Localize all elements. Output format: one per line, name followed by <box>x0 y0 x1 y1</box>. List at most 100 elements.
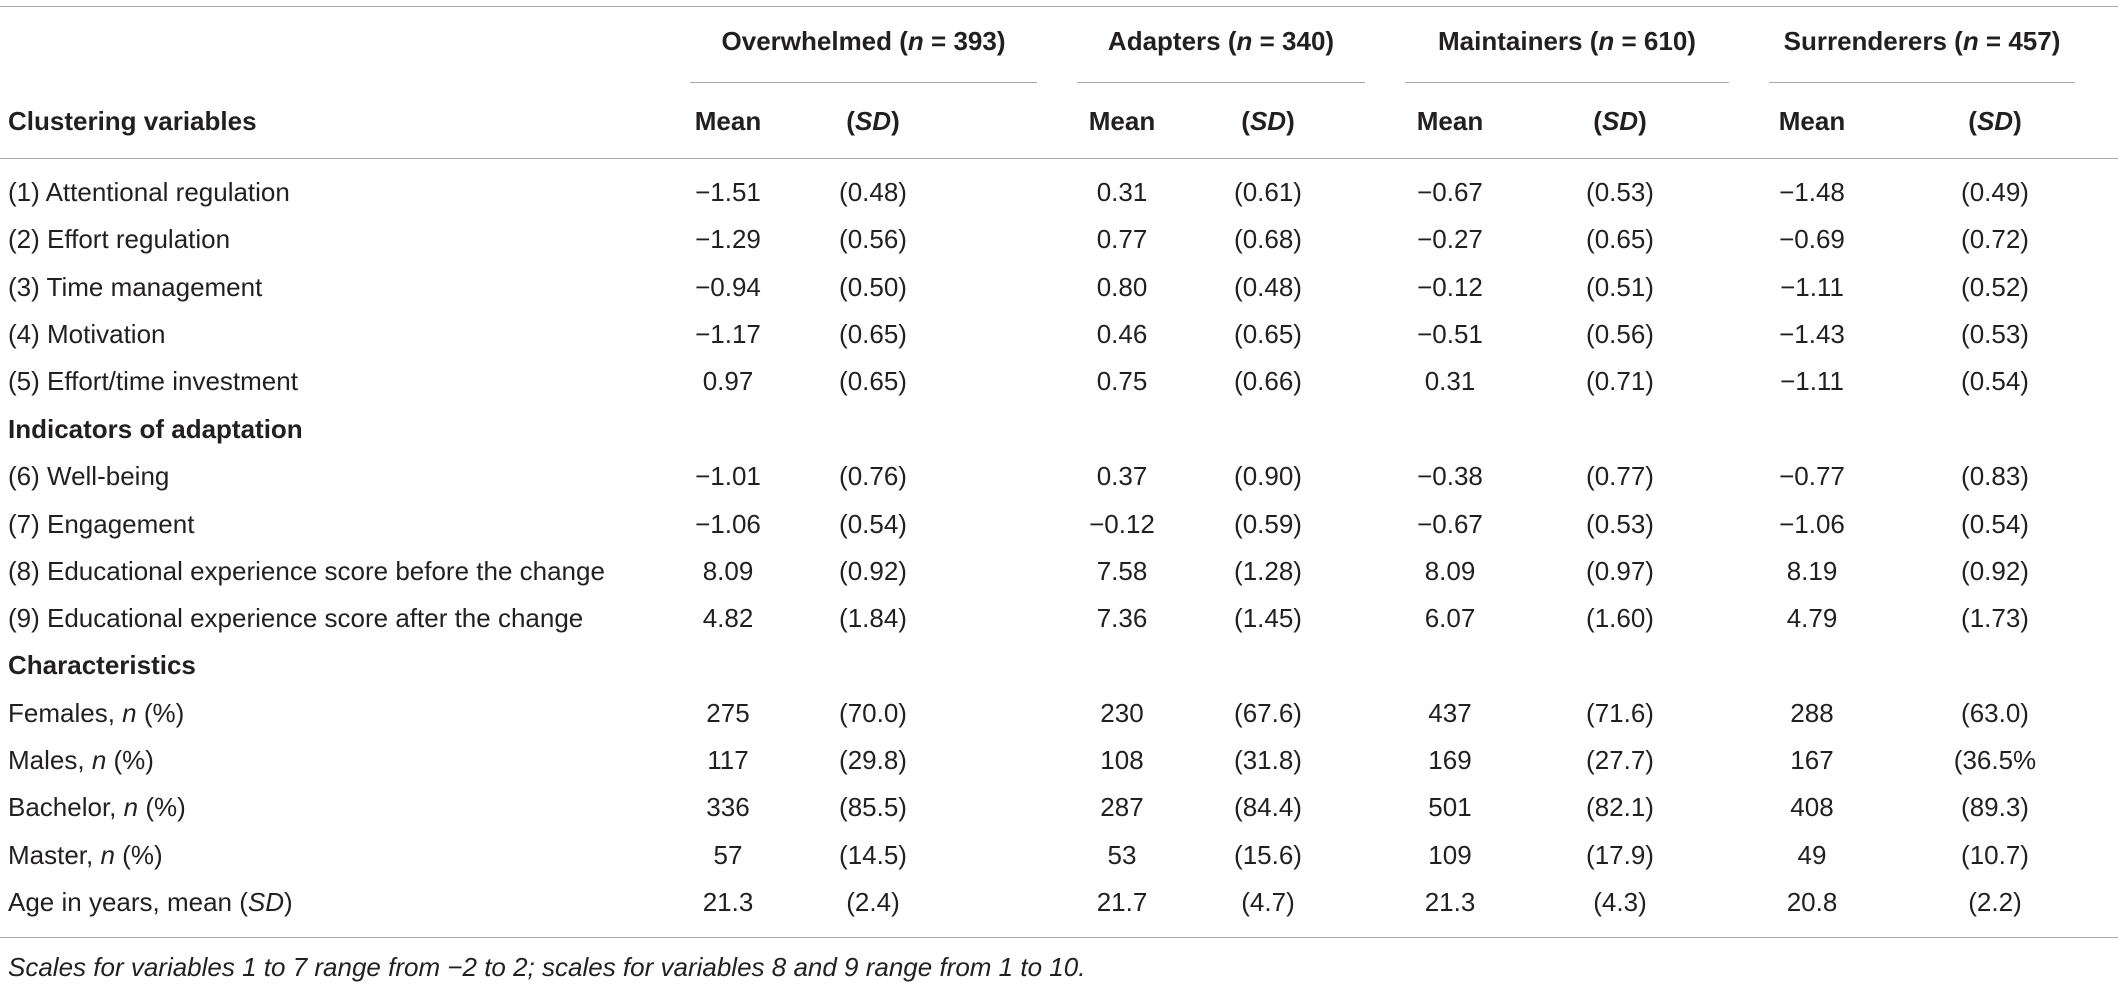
mean-cell: −1.29 <box>695 224 761 254</box>
sd-cell: (4.3) <box>1593 887 1647 917</box>
sd-cell: (0.50) <box>839 272 907 302</box>
sd-cell: (0.65) <box>1234 319 1302 349</box>
mean-cell: 437 <box>1428 698 1472 728</box>
mean-cell: 0.97 <box>702 366 754 396</box>
sd-cell: (31.8) <box>1234 745 1302 775</box>
sd-cell: (0.66) <box>1234 366 1302 396</box>
mean-header: Mean <box>694 106 762 136</box>
row-label: (2) Effort regulation <box>8 224 231 254</box>
sd-cell: (1.84) <box>839 603 907 633</box>
sd-cell: (0.97) <box>1586 556 1654 586</box>
mean-header: Mean <box>1778 106 1846 136</box>
mean-cell: 0.80 <box>1096 272 1148 302</box>
mean-cell: 336 <box>706 792 750 822</box>
group-n: (n = 393) <box>899 26 1006 56</box>
mean-cell: −0.38 <box>1417 461 1483 491</box>
mean-cell: 408 <box>1790 792 1834 822</box>
group-header: Surrenderers (n = 457) <box>1769 26 2075 56</box>
sd-cell: (0.61) <box>1234 177 1302 207</box>
row-label: (6) Well-being <box>8 461 170 491</box>
sd-cell: (0.83) <box>1961 461 2029 491</box>
mean-cell: 8.19 <box>1786 556 1838 586</box>
sd-cell: (0.53) <box>1586 177 1654 207</box>
sd-cell: (17.9) <box>1586 840 1654 870</box>
sd-cell: (0.51) <box>1586 272 1654 302</box>
section-indicators: Indicators of adaptation <box>8 414 303 444</box>
table-footnote: Scales for variables 1 to 7 range from −… <box>8 952 1086 982</box>
sd-cell: (0.76) <box>839 461 907 491</box>
mean-cell: 108 <box>1100 745 1144 775</box>
mean-cell: 8.09 <box>1424 556 1476 586</box>
sd-cell: (71.6) <box>1586 698 1654 728</box>
sd-header: (SD) <box>1241 106 1295 136</box>
mean-cell: 287 <box>1100 792 1144 822</box>
row-label: (7) Engagement <box>8 509 195 539</box>
mean-cell: −1.51 <box>695 177 761 207</box>
group-header: Overwhelmed (n = 393) <box>690 26 1037 56</box>
sd-cell: (0.49) <box>1961 177 2029 207</box>
sd-cell: (2.2) <box>1968 887 2022 917</box>
mean-cell: 7.58 <box>1096 556 1148 586</box>
group-n: (n = 340) <box>1227 26 1335 56</box>
sd-cell: (1.28) <box>1234 556 1302 586</box>
row-label: Females, n (%) <box>8 698 185 728</box>
sd-cell: (27.7) <box>1586 745 1654 775</box>
sd-cell: (0.72) <box>1961 224 2029 254</box>
sd-cell: (89.3) <box>1961 792 2029 822</box>
mean-cell: −0.51 <box>1417 319 1483 349</box>
mean-cell: 0.31 <box>1424 366 1476 396</box>
sd-cell: (0.68) <box>1234 224 1302 254</box>
group-header: Maintainers (n = 610) <box>1405 26 1729 56</box>
row-label: (1) Attentional regulation <box>8 177 290 207</box>
group-underline <box>690 82 1037 83</box>
sd-cell: (70.0) <box>839 698 907 728</box>
sd-cell: (29.8) <box>839 745 907 775</box>
mean-cell: 53 <box>1107 840 1137 870</box>
mean-cell: 0.77 <box>1096 224 1148 254</box>
mean-cell: 167 <box>1790 745 1834 775</box>
sd-cell: (0.54) <box>839 509 907 539</box>
mean-cell: −0.67 <box>1417 509 1483 539</box>
sd-cell: (0.71) <box>1586 366 1654 396</box>
mean-cell: 0.37 <box>1096 461 1148 491</box>
mean-cell: −1.43 <box>1779 319 1845 349</box>
sd-cell: (0.48) <box>839 177 907 207</box>
mean-cell: −1.11 <box>1780 366 1844 396</box>
top-rule <box>0 6 2118 7</box>
row-label: Master, n (%) <box>8 840 163 870</box>
mean-cell: −1.17 <box>695 319 761 349</box>
mean-header: Mean <box>1088 106 1156 136</box>
sd-cell: (36.5% <box>1953 745 2037 775</box>
sd-cell: (1.73) <box>1961 603 2029 633</box>
mean-cell: −1.06 <box>1779 509 1845 539</box>
group-n: (n = 457) <box>1954 26 2061 56</box>
sd-cell: (10.7) <box>1961 840 2029 870</box>
sd-cell: (0.77) <box>1586 461 1654 491</box>
sd-cell: (0.54) <box>1961 366 2029 396</box>
sd-cell: (0.56) <box>839 224 907 254</box>
row-label: (9) Educational experience score after t… <box>8 603 584 633</box>
sd-cell: (0.56) <box>1586 319 1654 349</box>
sd-cell: (0.53) <box>1586 509 1654 539</box>
mean-cell: −1.01 <box>695 461 761 491</box>
sd-cell: (82.1) <box>1586 792 1654 822</box>
sd-cell: (67.6) <box>1234 698 1302 728</box>
mean-cell: −0.27 <box>1417 224 1483 254</box>
group-name: Surrenderers <box>1783 26 1955 56</box>
mean-cell: 6.07 <box>1424 603 1476 633</box>
group-name: Adapters <box>1107 26 1228 56</box>
section-characteristics: Characteristics <box>8 650 196 680</box>
sd-cell: (0.92) <box>839 556 907 586</box>
mean-cell: −0.77 <box>1779 461 1845 491</box>
sd-cell: (1.45) <box>1234 603 1302 633</box>
group-name: Maintainers <box>1438 26 1590 56</box>
sd-cell: (0.59) <box>1234 509 1302 539</box>
sd-header: (SD) <box>846 106 900 136</box>
mean-cell: 20.8 <box>1786 887 1838 917</box>
group-name: Overwhelmed <box>721 26 900 56</box>
sd-cell: (63.0) <box>1961 698 2029 728</box>
group-underline <box>1405 82 1729 83</box>
mean-cell: 4.82 <box>702 603 754 633</box>
row-label: Bachelor, n (%) <box>8 792 186 822</box>
row-label: Age in years, mean (SD) <box>8 887 293 917</box>
